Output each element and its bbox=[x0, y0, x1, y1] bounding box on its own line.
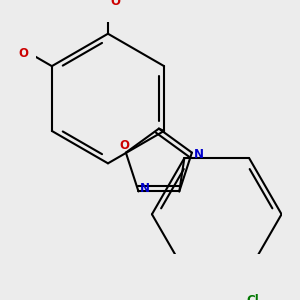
Text: N: N bbox=[194, 148, 203, 161]
Text: N: N bbox=[140, 182, 150, 195]
Text: O: O bbox=[18, 47, 28, 60]
Text: O: O bbox=[110, 0, 120, 8]
Text: O: O bbox=[119, 139, 129, 152]
Text: Cl: Cl bbox=[246, 293, 259, 300]
